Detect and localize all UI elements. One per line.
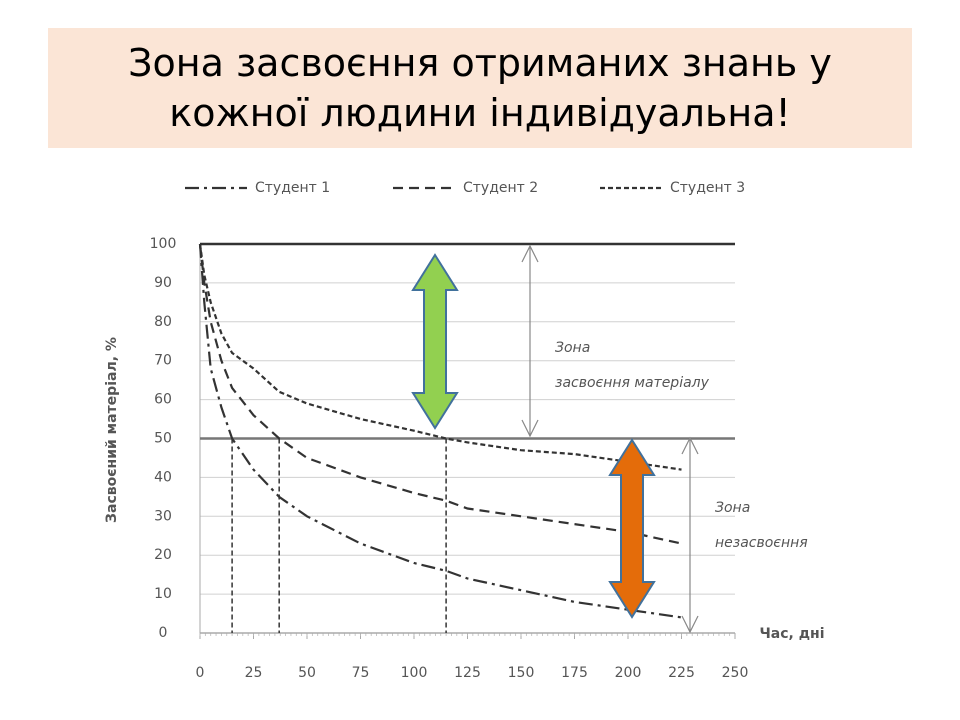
annotation: Зона	[555, 340, 590, 356]
orange-arrow	[608, 438, 656, 619]
x-tick-label: 100	[401, 665, 428, 681]
x-tick-label: 25	[245, 665, 263, 681]
legend-label: Студент 2	[463, 180, 538, 196]
legend-label: Студент 3	[670, 180, 745, 196]
y-tick-label: 10	[154, 586, 172, 602]
legend-label: Студент 1	[255, 180, 330, 196]
x-tick-label: 0	[196, 665, 205, 681]
annotation: Зона	[715, 500, 750, 516]
series-line	[198, 243, 682, 471]
x-tick-label: 250	[722, 665, 749, 681]
annotation: незасвоєння	[715, 535, 808, 551]
x-tick-label: 125	[454, 665, 481, 681]
y-tick-label: 40	[154, 469, 172, 485]
annotation: засвоєння матеріалу	[555, 375, 710, 391]
thin-arrow	[521, 244, 539, 438]
y-axis-label: Засвоєний матеріал, %	[104, 337, 120, 523]
x-axis-label: Час, дні	[759, 626, 824, 642]
green-arrow	[411, 253, 459, 430]
x-tick-label: 50	[298, 665, 316, 681]
thin-arrow	[681, 436, 699, 634]
y-tick-label: 80	[154, 314, 172, 330]
y-tick-label: 70	[154, 353, 172, 369]
x-tick-label: 150	[508, 665, 535, 681]
y-tick-label: 100	[150, 236, 177, 252]
title-box: Зона засвоєння отриманих знань у кожної …	[48, 28, 912, 148]
y-tick-label: 90	[154, 275, 172, 291]
x-tick-label: 175	[561, 665, 588, 681]
slide-title: Зона засвоєння отриманих знань у кожної …	[128, 41, 832, 135]
series-line	[198, 243, 682, 619]
y-tick-label: 50	[154, 431, 172, 447]
y-tick-label: 20	[154, 547, 172, 563]
x-tick-label: 75	[352, 665, 370, 681]
x-tick-label: 225	[668, 665, 695, 681]
y-tick-label: 30	[154, 508, 172, 524]
y-tick-label: 0	[159, 625, 168, 641]
series-line	[198, 243, 682, 545]
x-tick-label: 200	[615, 665, 642, 681]
y-tick-label: 60	[154, 392, 172, 408]
